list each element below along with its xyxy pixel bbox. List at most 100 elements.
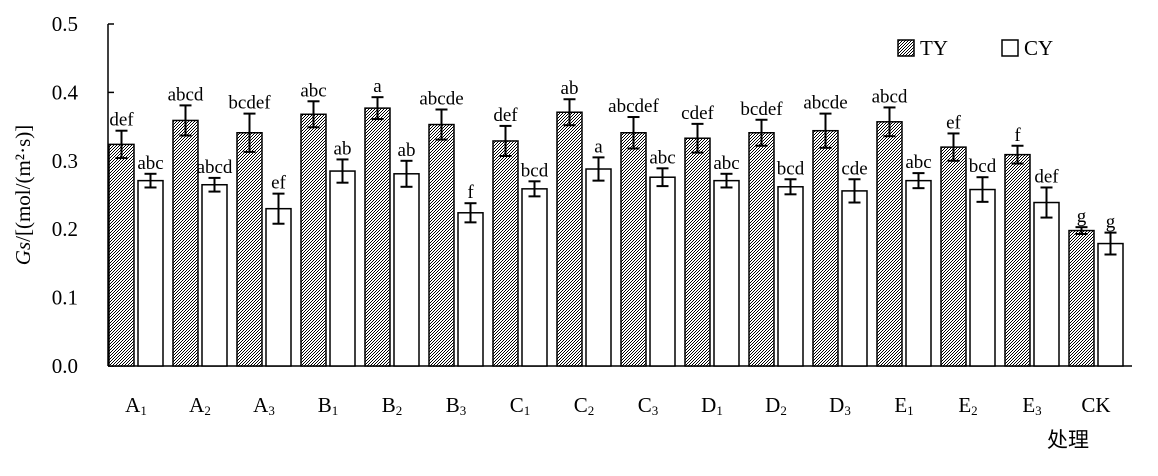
x-tick-labels: A1 A2 A3 B1 B2 B3 C1 C2 C3 D1 D2 D3 E1 E2 E3 CK [125,393,1110,418]
x-axis-title: 处理 [1047,428,1089,452]
significance-label: abc [905,152,931,173]
significance-label: abc [713,153,739,174]
significance-label: bcd [521,160,549,181]
significance-label: ef [271,173,286,194]
significance-label: abcde [419,89,463,110]
bar-cy [713,179,740,367]
x-tick-label: A3 [253,393,275,418]
x-tick-label-subscript: 2 [204,403,211,418]
y-axis-title-symbol: Gs [11,242,35,265]
x-tick-label-subscript: 3 [268,403,275,418]
x-tick-label-letter: D [701,393,716,417]
x-tick-label-subscript: 1 [716,403,723,418]
x-tick-label: B3 [446,393,467,418]
significance-label: abc [137,153,163,174]
x-tick-label: E2 [958,393,977,418]
significance-label: f [1014,125,1021,146]
bar-cy [137,179,164,367]
x-tick-label: D1 [701,393,723,418]
bar-cy [905,179,932,367]
bar-ty [172,119,199,367]
x-tick-label-letter: E [958,393,971,417]
significance-label: cde [841,158,867,179]
x-tick-label-letter: C [510,393,524,417]
bar-ty [108,143,135,367]
bar-cy [1033,201,1060,367]
y-axis-title-text: Gs/[(mol/(m²·s)] [11,125,35,265]
bar-ty [364,107,391,367]
x-tick-label-subscript: 3 [1035,403,1042,418]
significance-label: abc [649,147,675,168]
significance-label: a [373,76,382,97]
significance-label: cdef [681,103,714,124]
bar-cy [585,168,612,367]
x-tick-label-subscript: 2 [971,403,978,418]
bar-cy [841,190,868,367]
x-tick-label: E1 [894,393,913,418]
x-tick-label-letter: D [829,393,844,417]
significance-label: bcdef [740,99,783,120]
x-tick-label-subscript: 1 [140,403,147,418]
x-tick-label-subscript: 2 [780,403,787,418]
bars [108,107,1124,367]
significance-label: def [1034,166,1059,187]
x-tick-label: C2 [574,393,595,418]
significance-label: abc [300,80,326,101]
significance-label: abcdef [608,96,659,117]
legend-swatch-ty [897,39,915,57]
significance-label: g [1077,206,1087,227]
bar-cy [457,212,484,367]
x-tick-label-subscript: 3 [844,403,851,418]
y-tick-label: 0.2 [52,217,78,241]
x-tick-label-subscript: 1 [907,403,914,418]
bar-ty [940,146,967,367]
bar-ty [812,129,839,367]
x-tick-label-subscript: 1 [524,403,531,418]
x-tick-label-letter: CK [1081,393,1110,417]
significance-label: def [493,105,518,126]
x-tick-label-letter: A [189,393,205,417]
bar-cy [649,176,676,367]
y-tick-label: 0.3 [52,149,78,173]
x-tick-label: A2 [189,393,211,418]
bar-ty [492,140,519,367]
y-axis-title: Gs/[(mol/(m²·s)] [11,125,35,265]
bar-ty [876,121,903,367]
significance-label: ef [946,112,961,133]
x-tick-label: D3 [829,393,851,418]
x-tick-label-subscript: 3 [460,403,467,418]
y-axis-title-unit: /[(mol/(m²·s)] [11,125,35,242]
bar-ty [748,132,775,367]
significance-labels: defabcabcdabcdbcdefefabcabaababcdefdefbc… [109,76,1115,232]
significance-label: ab [398,140,416,161]
x-tick-label: C1 [510,393,531,418]
y-tick-label: 0.1 [52,286,78,310]
bar-cy [265,207,292,367]
bar-cy [329,170,356,367]
x-tick-label-subscript: 3 [652,403,659,418]
significance-label: ab [561,78,579,99]
bar-ty [300,113,327,367]
x-tick-label: E3 [1022,393,1041,418]
bar-ty [620,132,647,367]
significance-label: def [109,110,134,131]
significance-label: bcdef [228,93,271,114]
y-tick-label: 0.4 [52,80,79,104]
x-tick-label-subscript: 1 [332,403,339,418]
significance-label: abcd [168,84,204,105]
significance-label: bcd [969,156,997,177]
significance-label: g [1106,212,1116,233]
bar-cy [393,173,420,367]
legend-swatch-cy [1001,39,1019,57]
x-tick-label-letter: C [574,393,588,417]
significance-label: abcd [872,86,908,107]
significance-label: a [594,136,603,157]
significance-label: abcd [197,157,233,178]
bar-ty [556,111,583,367]
bar-cy [777,186,804,367]
x-tick-label-subscript: 2 [396,403,403,418]
x-tick-label: B1 [318,393,339,418]
bar-cy [969,188,996,367]
x-tick-label-letter: D [765,393,780,417]
